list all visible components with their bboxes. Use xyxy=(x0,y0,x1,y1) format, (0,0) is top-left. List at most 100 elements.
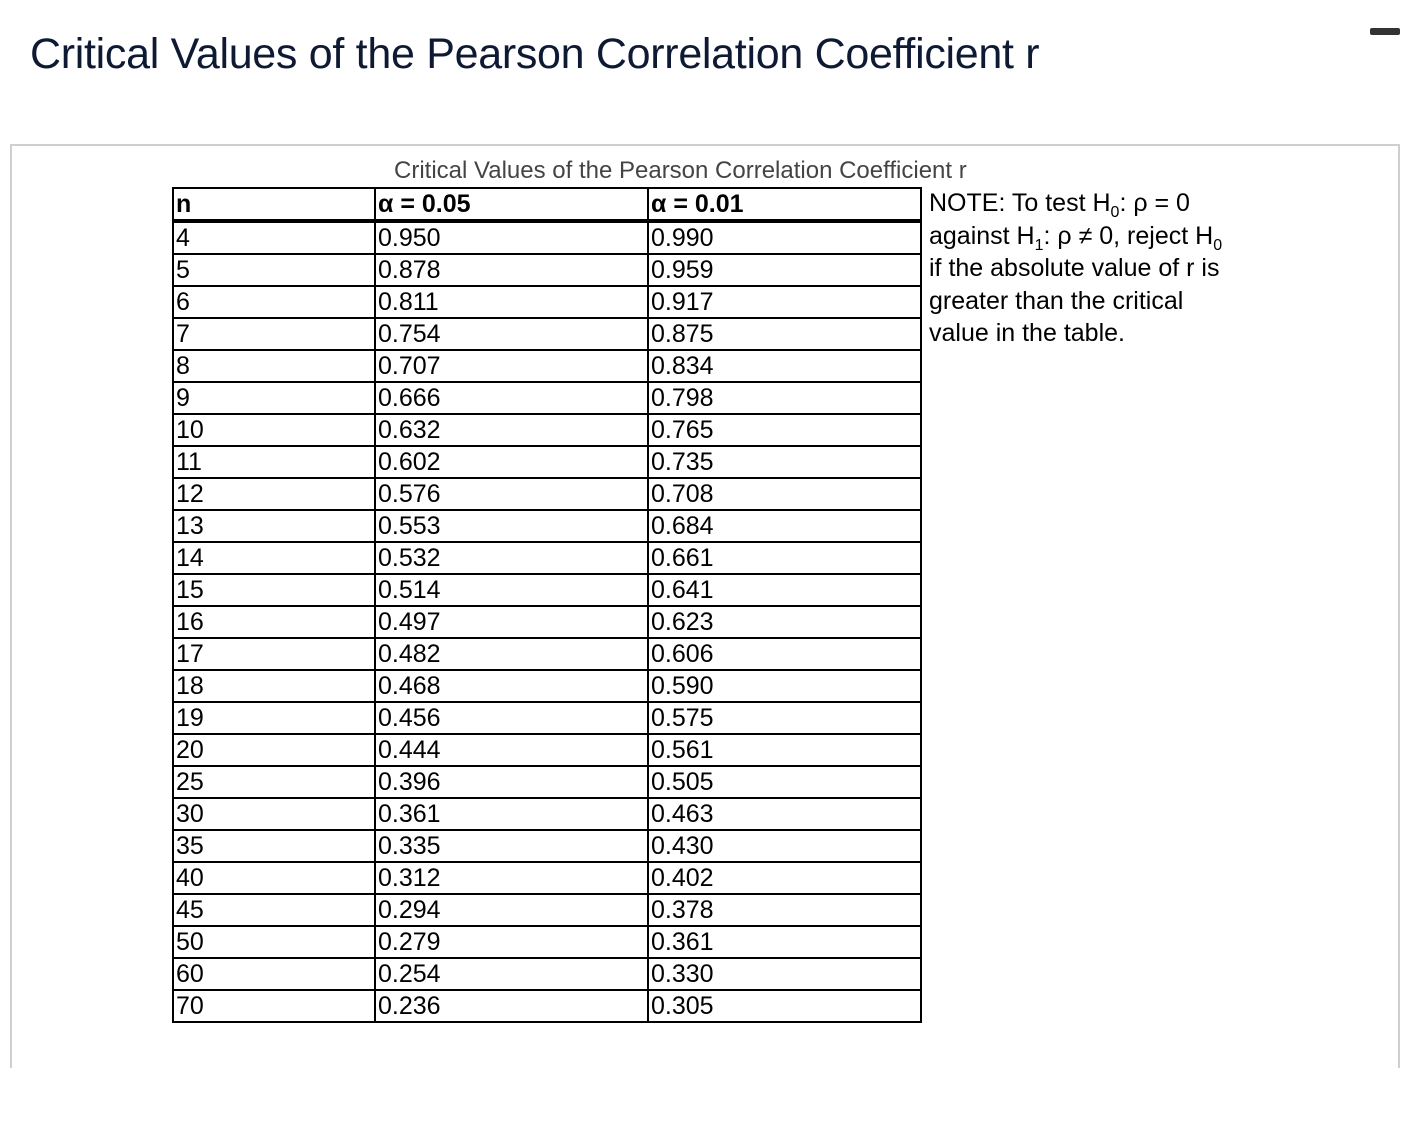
cell-n: 11 xyxy=(172,445,376,479)
table-row: 40 0.312 0.402 xyxy=(172,861,922,895)
cell-alpha-001: 0.735 xyxy=(647,445,922,479)
cell-alpha-001: 0.330 xyxy=(647,957,922,991)
note-text: : ρ ≠ 0, reject H xyxy=(1043,221,1214,250)
note-line-4: greater than the critical xyxy=(929,286,1184,315)
cell-alpha-001: 0.361 xyxy=(647,925,922,959)
cell-alpha-001: 0.561 xyxy=(647,733,922,767)
cell-alpha-001: 0.590 xyxy=(647,669,922,703)
cell-alpha-001: 0.765 xyxy=(647,413,922,447)
table-row: 70 0.236 0.305 xyxy=(172,989,922,1023)
table-row: 13 0.553 0.684 xyxy=(172,509,922,543)
critical-values-table: n α = 0.05 α = 0.01 4 0.950 0.990 5 0.878 0.9… xyxy=(172,187,922,1023)
cell-alpha-005: 0.335 xyxy=(374,829,649,863)
cell-alpha-005: 0.666 xyxy=(374,381,649,415)
cell-n: 60 xyxy=(172,957,376,991)
cell-alpha-001: 0.305 xyxy=(647,989,922,1023)
cell-alpha-001: 0.463 xyxy=(647,797,922,831)
cell-alpha-005: 0.514 xyxy=(374,573,649,607)
cell-alpha-001: 0.875 xyxy=(647,317,922,351)
note-line-1: NOTE: To test H0: ρ = 0 xyxy=(929,187,1259,221)
table-row: 50 0.279 0.361 xyxy=(172,925,922,959)
cell-alpha-005: 0.294 xyxy=(374,893,649,927)
cell-alpha-005: 0.553 xyxy=(374,509,649,543)
cell-n: 35 xyxy=(172,829,376,863)
document-viewer[interactable]: Critical Values of the Pearson Correlati… xyxy=(10,144,1400,1068)
table-row: 10 0.632 0.765 xyxy=(172,413,922,447)
cell-alpha-005: 0.312 xyxy=(374,861,649,895)
table-body: 4 0.950 0.990 5 0.878 0.959 6 0.811 0.917 7 0.754 0… xyxy=(172,220,922,1023)
cell-alpha-005: 0.254 xyxy=(374,957,649,991)
note-subscript: 0 xyxy=(1110,204,1120,221)
note-line-3: if the absolute value of r is xyxy=(929,254,1220,283)
table-row: 9 0.666 0.798 xyxy=(172,381,922,415)
cell-alpha-005: 0.576 xyxy=(374,477,649,511)
cell-alpha-001: 0.990 xyxy=(647,220,922,255)
cell-alpha-001: 0.575 xyxy=(647,701,922,735)
cell-alpha-001: 0.641 xyxy=(647,573,922,607)
cell-alpha-005: 0.754 xyxy=(374,317,649,351)
cell-alpha-001: 0.505 xyxy=(647,765,922,799)
cell-n: 13 xyxy=(172,509,376,543)
note-subscript: 1 xyxy=(1034,236,1044,254)
table-row: 30 0.361 0.463 xyxy=(172,797,922,831)
cell-n: 50 xyxy=(172,925,376,959)
table-header-row: n α = 0.05 α = 0.01 xyxy=(172,187,922,223)
table-row: 8 0.707 0.834 xyxy=(172,349,922,383)
table-row: 16 0.497 0.623 xyxy=(172,605,922,639)
cell-alpha-005: 0.456 xyxy=(374,701,649,735)
note-text: against H xyxy=(929,221,1035,250)
cell-alpha-005: 0.482 xyxy=(374,637,649,671)
header-alpha-005: α = 0.05 xyxy=(374,187,649,223)
table-row: 45 0.294 0.378 xyxy=(172,893,922,927)
cell-alpha-001: 0.959 xyxy=(647,253,922,287)
minimize-icon[interactable] xyxy=(1370,28,1400,35)
cell-alpha-005: 0.878 xyxy=(374,253,649,287)
cell-alpha-001: 0.606 xyxy=(647,637,922,671)
note-line-5: value in the table. xyxy=(929,319,1125,348)
cell-n: 9 xyxy=(172,381,376,415)
table-row: 20 0.444 0.561 xyxy=(172,733,922,767)
cell-alpha-005: 0.811 xyxy=(374,285,649,319)
cell-alpha-001: 0.378 xyxy=(647,893,922,927)
cell-n: 19 xyxy=(172,701,376,735)
cell-n: 25 xyxy=(172,765,376,799)
cell-n: 4 xyxy=(172,220,376,255)
table-row: 4 0.950 0.990 xyxy=(172,220,922,255)
cell-alpha-001: 0.623 xyxy=(647,605,922,639)
cell-alpha-001: 0.834 xyxy=(647,349,922,383)
cell-n: 14 xyxy=(172,541,376,575)
cell-n: 30 xyxy=(172,797,376,831)
cell-n: 70 xyxy=(172,989,376,1023)
cell-n: 5 xyxy=(172,253,376,287)
cell-n: 12 xyxy=(172,477,376,511)
table-row: 18 0.468 0.590 xyxy=(172,669,922,703)
table-row: 19 0.456 0.575 xyxy=(172,701,922,735)
page-title: Critical Values of the Pearson Correlati… xyxy=(30,30,1040,78)
cell-alpha-005: 0.950 xyxy=(374,220,649,255)
cell-n: 6 xyxy=(172,285,376,319)
cell-alpha-001: 0.708 xyxy=(647,477,922,511)
header-n: n xyxy=(172,187,376,223)
cell-n: 40 xyxy=(172,861,376,895)
cell-alpha-005: 0.707 xyxy=(374,349,649,383)
cell-alpha-005: 0.497 xyxy=(374,605,649,639)
table-row: 5 0.878 0.959 xyxy=(172,253,922,287)
table-row: 35 0.335 0.430 xyxy=(172,829,922,863)
table-row: 17 0.482 0.606 xyxy=(172,637,922,671)
table-row: 7 0.754 0.875 xyxy=(172,317,922,351)
cell-n: 18 xyxy=(172,669,376,703)
cell-alpha-005: 0.236 xyxy=(374,989,649,1023)
cell-alpha-005: 0.468 xyxy=(374,669,649,703)
table-row: 15 0.514 0.641 xyxy=(172,573,922,607)
cell-alpha-001: 0.430 xyxy=(647,829,922,863)
cell-n: 15 xyxy=(172,573,376,607)
cell-n: 10 xyxy=(172,413,376,447)
table-row: 25 0.396 0.505 xyxy=(172,765,922,799)
table-row: 60 0.254 0.330 xyxy=(172,957,922,991)
cell-alpha-005: 0.632 xyxy=(374,413,649,447)
header-alpha-001: α = 0.01 xyxy=(647,187,922,223)
table-row: 11 0.602 0.735 xyxy=(172,445,922,479)
cell-alpha-005: 0.602 xyxy=(374,445,649,479)
cell-alpha-001: 0.917 xyxy=(647,285,922,319)
cell-alpha-001: 0.798 xyxy=(647,381,922,415)
